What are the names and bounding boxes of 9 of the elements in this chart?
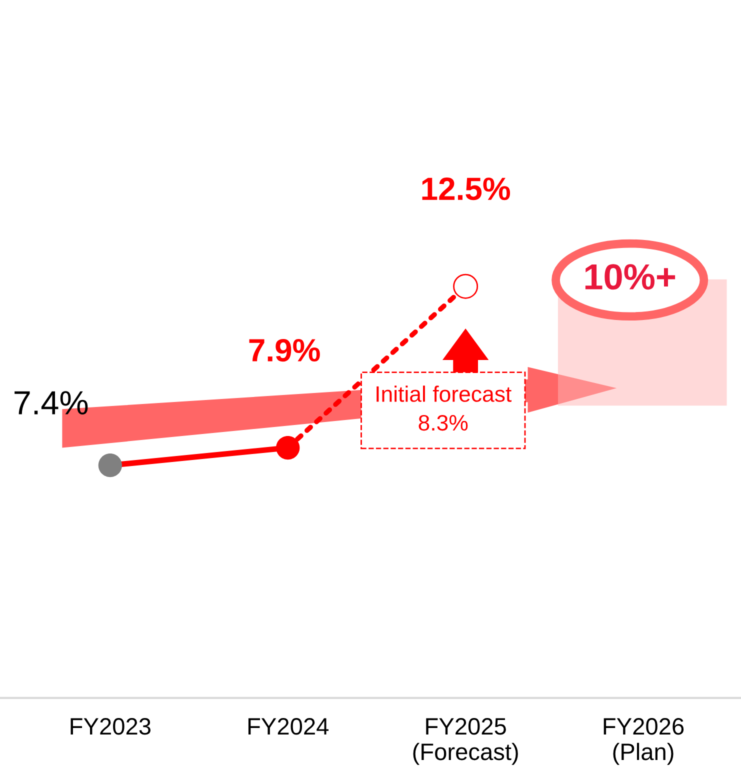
annotation: 10%+ <box>585 264 676 290</box>
annotation: Initial forecast 8.3% <box>376 386 512 431</box>
data-label: 12.5% <box>422 178 510 200</box>
x-tick-label: FY2026 (Plan) <box>604 718 684 765</box>
x-tick-label: FY2025 (Forecast) <box>413 718 518 765</box>
x-tick-label: FY2023 <box>70 718 150 735</box>
data-label: 7.4% <box>14 391 88 414</box>
x-tick-label: FY2024 <box>248 718 329 735</box>
data-label: 7.9% <box>249 338 320 362</box>
